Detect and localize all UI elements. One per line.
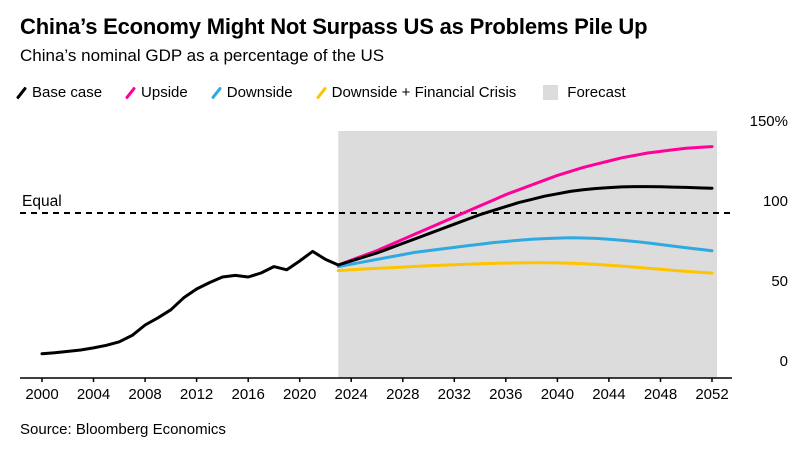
x-tick-label: 2024: [335, 386, 368, 403]
series-line-downside-financial-crisis: [336, 260, 714, 275]
legend-label: Downside: [226, 84, 293, 102]
downside-financial-crisis-line-swatch-icon: [315, 86, 327, 100]
y-tick-label: 100: [763, 193, 788, 210]
legend-label: Forecast: [567, 84, 626, 102]
x-tick-label: 2004: [77, 386, 110, 403]
equal-label: Equal: [22, 193, 62, 210]
x-tick-label: 2028: [386, 386, 419, 403]
x-tick-label: 2048: [644, 386, 677, 403]
x-tick-label: 2040: [541, 386, 574, 403]
x-tick-label: 2000: [25, 386, 58, 403]
legend-item-base-case: Base case: [16, 84, 103, 102]
y-tick-label: 0: [780, 353, 788, 370]
legend: Base case Upside Downside Downside + Financ…: [16, 83, 780, 103]
y-tick-label: 50: [771, 273, 788, 290]
x-tick-label: 2044: [592, 386, 625, 403]
x-tick-label: 2020: [283, 386, 316, 403]
x-tick-label: 2032: [438, 386, 471, 403]
forecast-area-swatch-icon: [543, 85, 559, 101]
base-case-line-swatch-icon: [16, 86, 27, 100]
source-note: Source: Bloomberg Economics: [20, 420, 226, 438]
legend-item-downside: Downside: [210, 84, 293, 102]
x-tick-label: 2012: [180, 386, 213, 403]
legend-item-forecast: Forecast: [543, 84, 626, 102]
chart-subtitle: China’s nominal GDP as a percentage of t…: [20, 46, 385, 66]
chart-title: China’s Economy Might Not Surpass US as …: [20, 14, 648, 39]
series-line-upside: [336, 144, 714, 267]
legend-label: Base case: [32, 84, 103, 102]
series-line-base-case: [40, 184, 714, 355]
series-line-downside: [336, 235, 714, 268]
forecast-region: [338, 130, 717, 378]
y-tick-label: 150%: [750, 113, 788, 130]
chart-card: China’s Economy Might Not Surpass US as …: [16, 14, 788, 438]
x-tick-label: 2008: [128, 386, 161, 403]
x-tick-label: 2036: [489, 386, 522, 403]
legend-item-upside: Upside: [125, 84, 188, 102]
x-tick-label: 2016: [232, 386, 265, 403]
legend-item-downside-financial-crisis: Downside + Financial Crisis: [315, 84, 517, 102]
legend-label: Upside: [141, 84, 188, 102]
legend-label: Downside + Financial Crisis: [331, 84, 517, 102]
upside-line-swatch-icon: [125, 86, 137, 100]
downside-line-swatch-icon: [210, 86, 222, 100]
chart: Equal 2000 2004 2008 2012 2016 2020 2024 2028 203…: [20, 113, 788, 403]
x-tick-label: 2052: [695, 386, 728, 403]
